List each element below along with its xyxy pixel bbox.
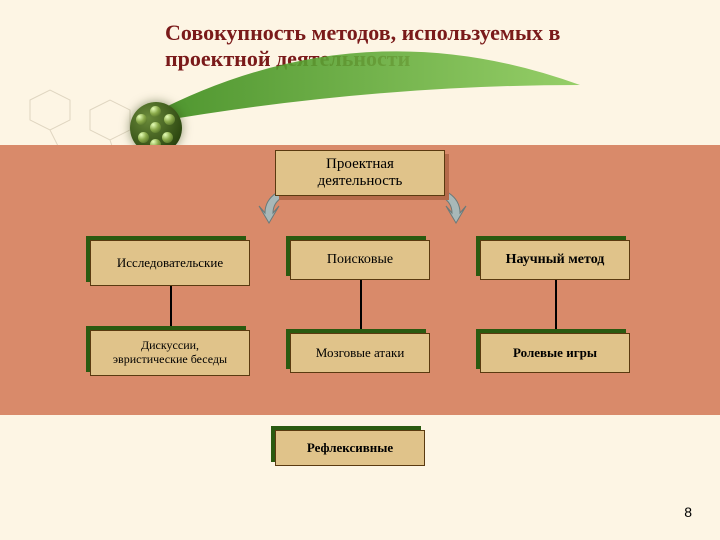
connector-2 xyxy=(555,280,557,333)
page-title: Совокупность методов, используемых в про… xyxy=(165,20,665,73)
page-number: 8 xyxy=(684,504,692,520)
row2-label-2: Ролевые игры xyxy=(513,346,597,361)
bottom-label: Рефлексивные xyxy=(307,441,393,456)
row2-label-1: Мозговые атаки xyxy=(316,346,405,361)
bottom-box: Рефлексивные xyxy=(275,430,425,466)
row1-box-0: Исследовательские xyxy=(90,240,250,286)
connector-1 xyxy=(360,280,362,333)
row2-box-2: Ролевые игры xyxy=(480,333,630,373)
row1-label-2: Научный метод xyxy=(506,252,605,268)
root-box: Проектнаядеятельность xyxy=(275,150,445,196)
row1-box-2: Научный метод xyxy=(480,240,630,280)
row1-box-1: Поисковые xyxy=(290,240,430,280)
row2-label-0: Дискуссии,эвристические беседы xyxy=(113,339,227,367)
row1-label-1: Поисковые xyxy=(327,252,393,268)
connector-0 xyxy=(170,286,172,330)
row1-label-0: Исследовательские xyxy=(117,256,223,271)
root-label: Проектнаядеятельность xyxy=(318,156,403,191)
row2-box-0: Дискуссии,эвристические беседы xyxy=(90,330,250,376)
row2-box-1: Мозговые атаки xyxy=(290,333,430,373)
